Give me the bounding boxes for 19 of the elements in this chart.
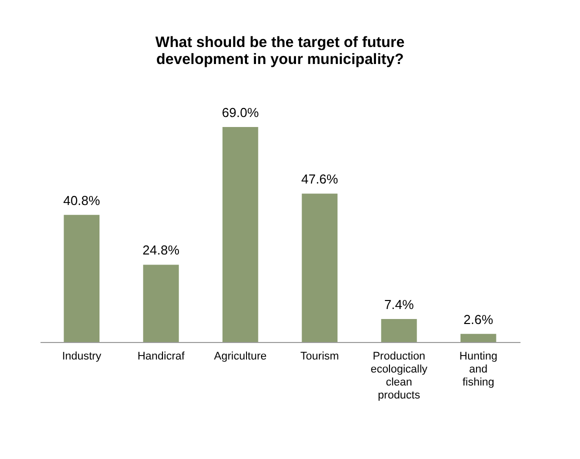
- bar: [64, 214, 100, 342]
- x-tick-label: Agriculture: [214, 350, 267, 362]
- data-label: 7.4%: [384, 296, 414, 312]
- bar: [381, 318, 417, 342]
- x-tick-label: Industry: [62, 350, 102, 362]
- x-tick-label: Hunting and fishing: [459, 350, 498, 388]
- x-tick-label: Production ecologically clean products: [370, 350, 428, 402]
- chart-title: What should be the target of future development in your municipality?: [155, 34, 405, 68]
- data-label: 24.8%: [142, 242, 180, 258]
- bar: [143, 264, 179, 342]
- bar: [460, 334, 496, 342]
- x-tick-label: Handicraf: [137, 350, 186, 362]
- data-label: 69.0%: [222, 105, 260, 120]
- data-label: 47.6%: [301, 172, 339, 187]
- data-label: 40.8%: [63, 192, 101, 208]
- bar: [302, 194, 338, 342]
- data-label: 2.6%: [464, 312, 494, 327]
- x-tick-label: Tourism: [300, 350, 339, 362]
- bar: [222, 127, 258, 342]
